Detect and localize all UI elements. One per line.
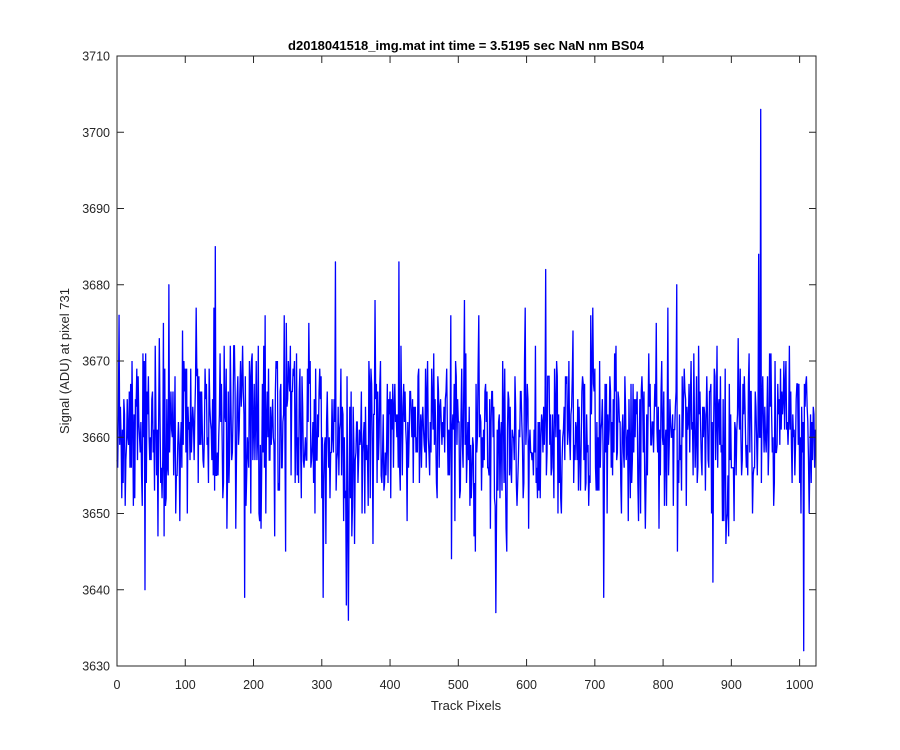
x-tick-label-7: 700 bbox=[584, 678, 605, 692]
y-tick-label-7: 3700 bbox=[82, 126, 110, 140]
x-tick-label-10: 1000 bbox=[786, 678, 814, 692]
y-tick-label-3: 3660 bbox=[82, 431, 110, 445]
y-tick-labels: 3630 3640 3650 3660 3670 3680 3690 3700 3710 bbox=[82, 50, 110, 674]
signal-point-8 bbox=[347, 619, 350, 621]
x-tick-label-4: 400 bbox=[380, 678, 401, 692]
signal-point-13 bbox=[676, 284, 678, 286]
x-tick-label-3: 300 bbox=[311, 678, 332, 692]
signal-trace bbox=[116, 109, 816, 651]
signal-point-6 bbox=[334, 261, 337, 263]
x-tick-label-0: 0 bbox=[114, 678, 121, 692]
signal-point-1 bbox=[144, 589, 146, 591]
y-tick-label-6: 3690 bbox=[82, 202, 110, 216]
signal-point-4 bbox=[244, 596, 246, 598]
signal-point-16 bbox=[760, 108, 762, 110]
signal-point-0 bbox=[118, 314, 120, 316]
signal-point-14 bbox=[712, 581, 714, 583]
x-tick-label-8: 800 bbox=[653, 678, 674, 692]
x-tick-label-5: 500 bbox=[448, 678, 469, 692]
signal-point-7 bbox=[345, 604, 347, 606]
signal-point-11 bbox=[545, 268, 547, 271]
signal-point-5 bbox=[322, 596, 324, 598]
y-tick-label-5: 3680 bbox=[82, 278, 110, 292]
x-tick-label-2: 200 bbox=[243, 678, 264, 692]
x-tick-label-1: 100 bbox=[175, 678, 196, 692]
x-tick-labels: 0 100 200 300 400 500 600 700 800 900 1000 bbox=[114, 678, 814, 692]
signal-point-2 bbox=[168, 284, 170, 286]
y-tick-label-1: 3640 bbox=[82, 583, 110, 597]
signal-point-15 bbox=[758, 253, 760, 255]
signal-point-9 bbox=[398, 261, 400, 263]
axis-ticks bbox=[116, 55, 816, 667]
signal-point-10 bbox=[495, 612, 497, 614]
y-tick-label-4: 3670 bbox=[82, 355, 110, 369]
x-tick-label-9: 900 bbox=[721, 678, 742, 692]
signal-point-12 bbox=[603, 596, 605, 598]
x-tick-label-6: 600 bbox=[516, 678, 537, 692]
x-axis-title: Track Pixels bbox=[431, 698, 502, 713]
y-tick-label-0: 3630 bbox=[82, 660, 110, 674]
signal-point-17 bbox=[803, 650, 805, 652]
y-axis-title: Signal (ADU) at pixel 731 bbox=[57, 288, 72, 434]
y-tick-label-8: 3710 bbox=[82, 50, 110, 64]
signal-series bbox=[116, 108, 816, 652]
signal-point-3 bbox=[214, 246, 216, 248]
y-tick-label-2: 3650 bbox=[82, 507, 110, 521]
chart-title: d2018041518_img.mat int time = 3.5195 se… bbox=[288, 38, 645, 53]
